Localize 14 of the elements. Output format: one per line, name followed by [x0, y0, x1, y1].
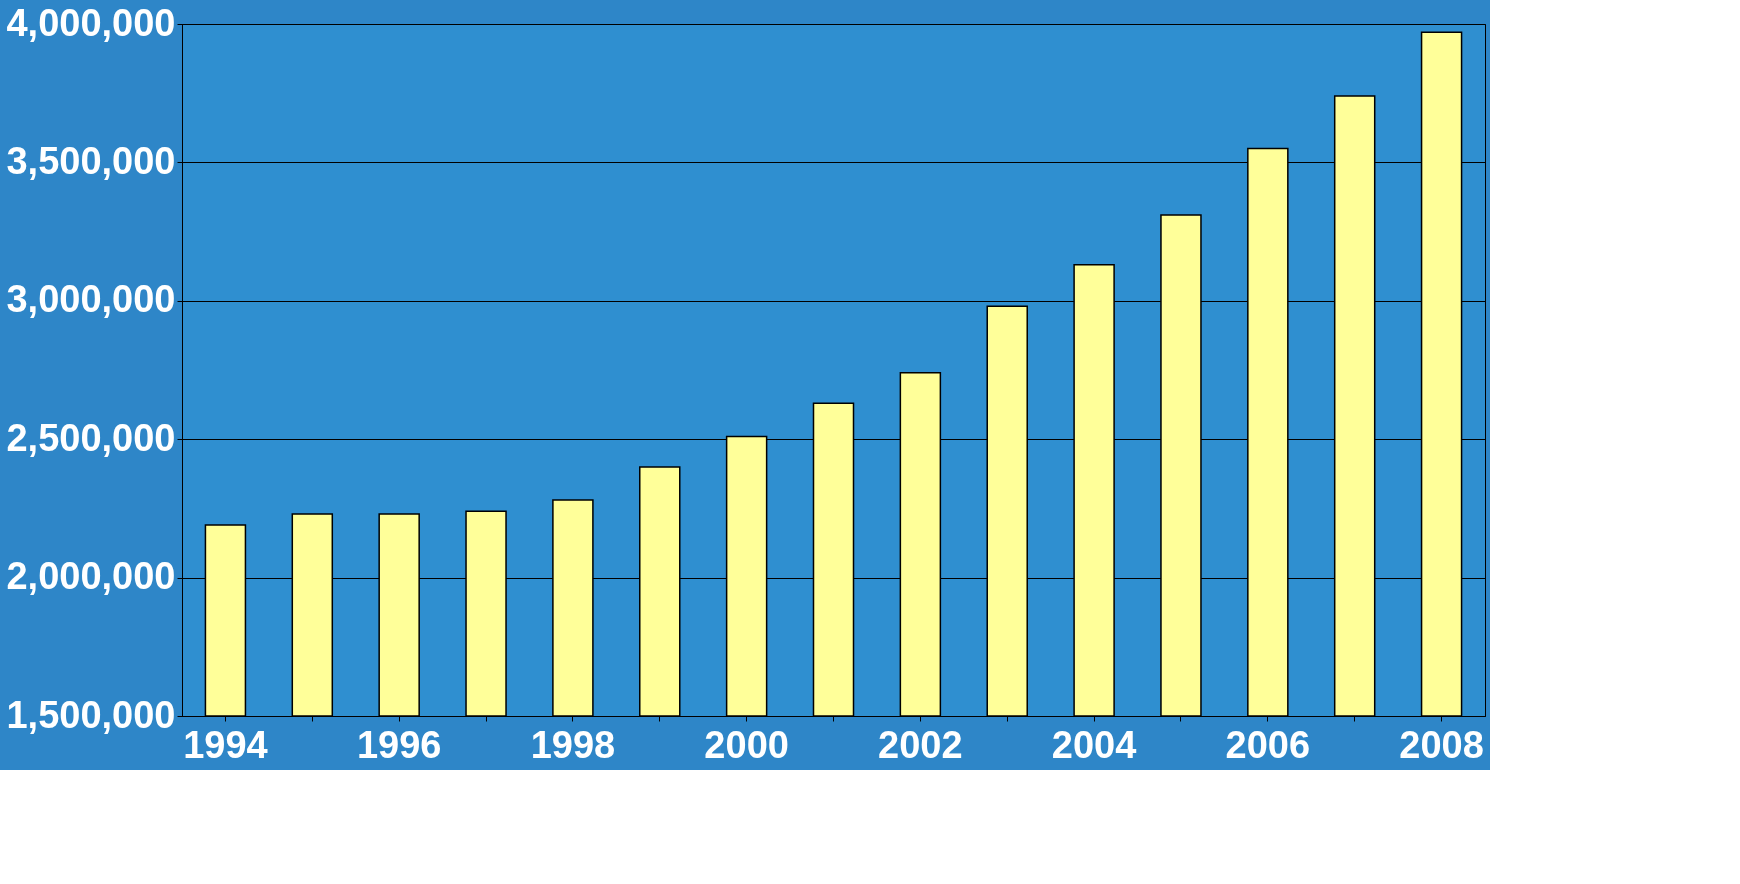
- x-tick-label: 2004: [1051, 723, 1137, 766]
- y-tick-label: 3,500,000: [6, 139, 176, 182]
- x-tick-label: 1994: [183, 723, 268, 766]
- y-tick-label: 2,000,000: [6, 555, 176, 598]
- y-tick-label: 1,500,000: [6, 693, 176, 736]
- y-tick-label: 2,500,000: [6, 416, 176, 459]
- x-tick-label: 2006: [1225, 723, 1311, 766]
- y-tick-label: 4,000,000: [6, 1, 176, 44]
- x-tick-label: 2008: [1399, 723, 1484, 766]
- x-tick-label: 2000: [704, 723, 789, 766]
- x-tick-label: 1996: [356, 723, 442, 766]
- x-tick-label: 1998: [530, 723, 616, 766]
- x-tick-label: 2002: [878, 723, 963, 766]
- y-tick-label: 3,000,000: [6, 278, 176, 321]
